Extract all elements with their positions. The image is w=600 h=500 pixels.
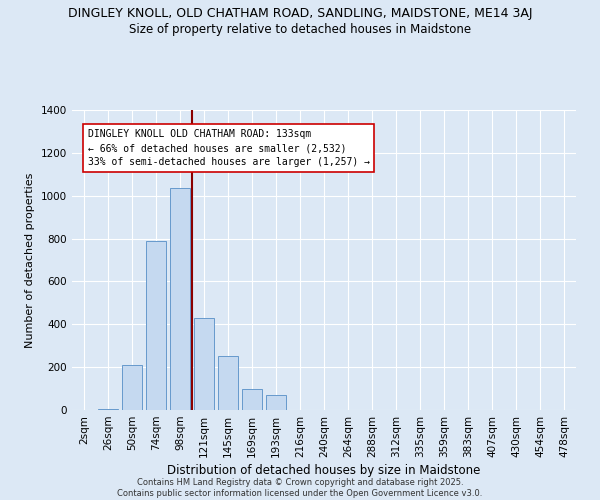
Text: DINGLEY KNOLL, OLD CHATHAM ROAD, SANDLING, MAIDSTONE, ME14 3AJ: DINGLEY KNOLL, OLD CHATHAM ROAD, SANDLIN… bbox=[68, 8, 532, 20]
Text: Contains HM Land Registry data © Crown copyright and database right 2025.
Contai: Contains HM Land Registry data © Crown c… bbox=[118, 478, 482, 498]
Bar bbox=[218, 356, 238, 410]
Text: DINGLEY KNOLL OLD CHATHAM ROAD: 133sqm
← 66% of detached houses are smaller (2,5: DINGLEY KNOLL OLD CHATHAM ROAD: 133sqm ←… bbox=[88, 130, 370, 168]
Bar bbox=[98, 409, 118, 410]
Bar bbox=[170, 188, 190, 410]
Bar bbox=[266, 396, 286, 410]
Bar bbox=[194, 318, 214, 410]
X-axis label: Distribution of detached houses by size in Maidstone: Distribution of detached houses by size … bbox=[167, 464, 481, 477]
Bar bbox=[242, 388, 262, 410]
Text: Size of property relative to detached houses in Maidstone: Size of property relative to detached ho… bbox=[129, 22, 471, 36]
Y-axis label: Number of detached properties: Number of detached properties bbox=[25, 172, 35, 348]
Bar bbox=[122, 365, 142, 410]
Bar bbox=[146, 240, 166, 410]
